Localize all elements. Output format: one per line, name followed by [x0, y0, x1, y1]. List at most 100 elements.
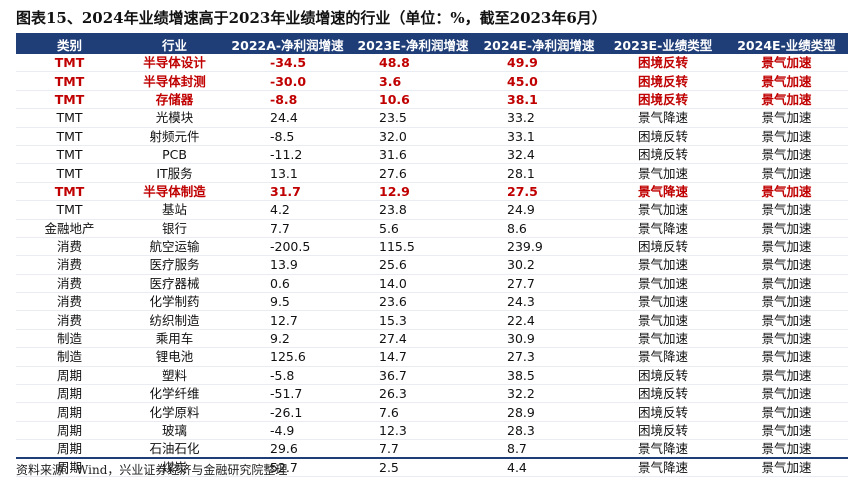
table-row: 制造 乘用车 9.2 27.4 30.9 景气加速 景气加速	[16, 329, 848, 349]
cell-2024e-growth: 27.5	[477, 182, 601, 202]
cell-2023e-type: 景气降速	[601, 458, 725, 477]
col-header-2024e-growth: 2024E-净利润增速	[477, 35, 601, 54]
cell-industry: 存储器	[123, 90, 226, 110]
cell-industry: 化学原料	[123, 402, 226, 422]
cell-2022a-growth: 4.2	[226, 200, 349, 220]
cell-2024e-type: 景气加速	[725, 274, 848, 294]
cell-2024e-type: 景气加速	[725, 219, 848, 238]
cell-2024e-type: 景气加速	[725, 310, 848, 330]
cell-category: TMT	[16, 182, 123, 202]
cell-category: 消费	[16, 310, 123, 330]
cell-category: 周期	[16, 458, 123, 477]
cell-2023e-type: 困境反转	[601, 90, 725, 110]
cell-2023e-growth: 10.6	[349, 90, 477, 110]
table-row: TMT 半导体设计 -34.5 48.8 49.9 困境反转 景气加速	[16, 54, 848, 73]
table-row: TMT 存储器 -8.8 10.6 38.1 困境反转 景气加速	[16, 90, 848, 110]
cell-2023e-growth: 48.8	[349, 54, 477, 73]
cell-2024e-growth: 27.7	[477, 274, 601, 294]
cell-2024e-type: 景气加速	[725, 347, 848, 367]
cell-2024e-growth: 27.3	[477, 347, 601, 367]
cell-2023e-growth: 27.4	[349, 329, 477, 349]
cell-2024e-growth: 28.3	[477, 421, 601, 441]
cell-2024e-growth: 45.0	[477, 71, 601, 91]
cell-2023e-growth: 25.6	[349, 255, 477, 275]
cell-category: 消费	[16, 274, 123, 294]
cell-2023e-growth: 32.0	[349, 127, 477, 146]
cell-2023e-type: 景气加速	[601, 255, 725, 275]
cell-2024e-type: 景气加速	[725, 90, 848, 110]
cell-industry: 半导体设计	[123, 54, 226, 73]
cell-category: TMT	[16, 163, 123, 183]
cell-industry: 射频元件	[123, 127, 226, 146]
cell-2024e-type: 景气加速	[725, 237, 848, 257]
cell-2022a-growth: -8.8	[226, 90, 349, 110]
bottom-rule	[16, 457, 848, 459]
cell-2023e-type: 困境反转	[601, 145, 725, 165]
cell-2023e-type: 景气加速	[601, 292, 725, 312]
cell-category: TMT	[16, 145, 123, 165]
cell-2023e-type: 景气降速	[601, 108, 725, 128]
cell-industry: 化学纤维	[123, 384, 226, 404]
cell-2023e-growth: 3.6	[349, 71, 477, 91]
table-row: TMT 射频元件 -8.5 32.0 33.1 困境反转 景气加速	[16, 127, 848, 146]
industry-growth-table: 类别 行业 2022A-净利润增速 2023E-净利润增速 2024E-净利润增…	[16, 35, 848, 477]
cell-industry: 石油石化	[123, 439, 226, 459]
table-row: TMT 半导体制造 31.7 12.9 27.5 景气降速 景气加速	[16, 182, 848, 202]
cell-2024e-type: 景气加速	[725, 200, 848, 220]
cell-2022a-growth: 125.6	[226, 347, 349, 367]
cell-2024e-type: 景气加速	[725, 163, 848, 183]
cell-2022a-growth: 52.7	[226, 458, 349, 477]
cell-2023e-type: 景气加速	[601, 163, 725, 183]
cell-2022a-growth: 0.6	[226, 274, 349, 294]
cell-2024e-type: 景气加速	[725, 182, 848, 202]
cell-industry: 银行	[123, 219, 226, 238]
cell-category: TMT	[16, 71, 123, 91]
cell-2024e-type: 景气加速	[725, 329, 848, 349]
cell-industry: 航空运输	[123, 237, 226, 257]
cell-2023e-type: 困境反转	[601, 421, 725, 441]
cell-2024e-growth: 4.4	[477, 458, 601, 477]
cell-2024e-growth: 22.4	[477, 310, 601, 330]
cell-2023e-growth: 15.3	[349, 310, 477, 330]
cell-2024e-growth: 28.1	[477, 163, 601, 183]
cell-2023e-growth: 26.3	[349, 384, 477, 404]
cell-2022a-growth: 12.7	[226, 310, 349, 330]
cell-category: TMT	[16, 200, 123, 220]
cell-2023e-growth: 7.6	[349, 402, 477, 422]
cell-2022a-growth: 7.7	[226, 219, 349, 238]
cell-2024e-growth: 28.9	[477, 402, 601, 422]
cell-2023e-type: 景气加速	[601, 200, 725, 220]
cell-2024e-growth: 24.9	[477, 200, 601, 220]
cell-2024e-growth: 38.5	[477, 366, 601, 386]
cell-2024e-growth: 239.9	[477, 237, 601, 257]
cell-category: 周期	[16, 366, 123, 386]
table-row: 金融地产 银行 7.7 5.6 8.6 景气降速 景气加速	[16, 219, 848, 238]
cell-2023e-growth: 36.7	[349, 366, 477, 386]
cell-industry: 半导体封测	[123, 71, 226, 91]
table-row: TMT IT服务 13.1 27.6 28.1 景气加速 景气加速	[16, 163, 848, 183]
cell-2022a-growth: -5.8	[226, 366, 349, 386]
cell-2024e-type: 景气加速	[725, 54, 848, 73]
cell-2023e-type: 景气加速	[601, 310, 725, 330]
cell-category: TMT	[16, 108, 123, 128]
top-rule	[16, 33, 848, 35]
table-row: 消费 航空运输 -200.5 115.5 239.9 困境反转 景气加速	[16, 237, 848, 257]
table-row: 周期 化学原料 -26.1 7.6 28.9 困境反转 景气加速	[16, 402, 848, 422]
cell-2023e-type: 困境反转	[601, 402, 725, 422]
cell-2023e-growth: 115.5	[349, 237, 477, 257]
cell-2023e-growth: 7.7	[349, 439, 477, 459]
cell-industry: 基站	[123, 200, 226, 220]
cell-2022a-growth: -30.0	[226, 71, 349, 91]
cell-category: 消费	[16, 255, 123, 275]
cell-2023e-type: 困境反转	[601, 127, 725, 146]
cell-2023e-type: 景气加速	[601, 329, 725, 349]
cell-2024e-type: 景气加速	[725, 108, 848, 128]
cell-2023e-growth: 23.5	[349, 108, 477, 128]
cell-category: 金融地产	[16, 219, 123, 238]
cell-category: TMT	[16, 127, 123, 146]
cell-2024e-growth: 30.9	[477, 329, 601, 349]
col-header-2022a-growth: 2022A-净利润增速	[226, 35, 349, 54]
col-header-2023e-type: 2023E-业绩类型	[601, 35, 725, 54]
cell-2023e-growth: 23.8	[349, 200, 477, 220]
cell-2022a-growth: -4.9	[226, 421, 349, 441]
